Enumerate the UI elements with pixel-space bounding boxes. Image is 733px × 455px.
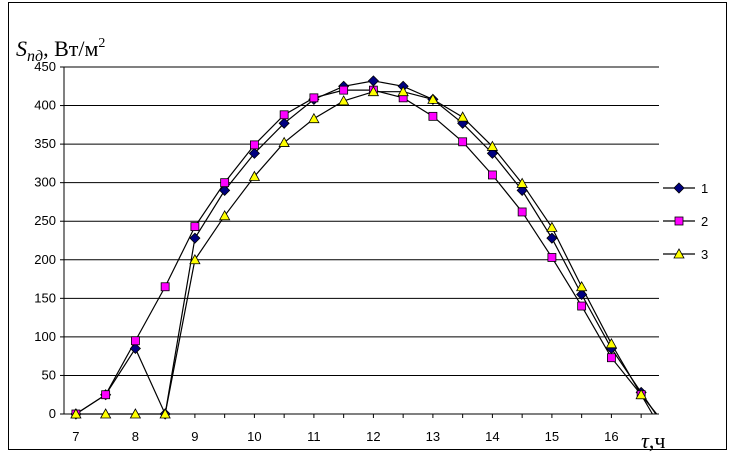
- series-3-point: [427, 93, 439, 104]
- legend: 1 2 3: [663, 181, 708, 262]
- legend-label-1: 1: [701, 181, 708, 196]
- series-3-point: [635, 388, 647, 400]
- series-1-point: [546, 232, 558, 244]
- series-2-point: [249, 140, 259, 150]
- series-1-point: [576, 288, 588, 301]
- x-tick-label-13: 13: [426, 429, 440, 444]
- x-tick-label-15: 15: [545, 429, 559, 444]
- y-axis-label: Sпд, Вт/м2: [16, 36, 105, 65]
- x-tick-label-9: 9: [191, 429, 198, 444]
- series-3-point: [546, 221, 558, 232]
- grid-lines: [64, 66, 659, 376]
- series-lines: [75, 80, 658, 417]
- legend-marker-3: [673, 248, 685, 259]
- series-markers: [70, 75, 647, 420]
- series-3-point: [218, 210, 231, 221]
- series-2-point: [190, 222, 200, 232]
- x-tick-label-16: 16: [604, 429, 618, 444]
- series-3-point: [99, 408, 112, 419]
- series-2-point: [547, 253, 557, 262]
- series-2-point: [130, 336, 140, 346]
- series-1-point: [278, 117, 290, 129]
- series-3-point: [189, 253, 201, 265]
- y-tick-label-100: 100: [34, 329, 56, 344]
- x-tick-label-12: 12: [366, 429, 380, 444]
- y-tick-label-50: 50: [42, 367, 56, 382]
- legend-label-2: 2: [701, 214, 708, 229]
- legend-label-3: 3: [701, 247, 708, 262]
- series-2-point: [101, 390, 111, 400]
- series-1-point: [129, 342, 141, 355]
- series-1-point: [248, 147, 260, 159]
- series-3-point: [129, 408, 142, 419]
- series-2-point: [577, 301, 587, 311]
- y-tick-label-350: 350: [34, 136, 56, 151]
- series-3-point: [575, 280, 588, 292]
- series-2-point: [428, 111, 438, 121]
- series-line-3: [75, 91, 653, 415]
- legend-marker-2: [674, 216, 684, 226]
- x-tick-labels: 7 8 9 10 11 12 13 14 15 16: [72, 429, 618, 444]
- series-2-point: [607, 353, 616, 363]
- series-3-point: [516, 177, 528, 188]
- series-2-point: [487, 170, 497, 180]
- y-tick-label-200: 200: [34, 252, 56, 267]
- series-3-point: [308, 112, 320, 124]
- series-2-point: [160, 282, 170, 292]
- series-3-point: [248, 170, 261, 181]
- y-tick-label-250: 250: [34, 213, 56, 228]
- y-tick-label-400: 400: [34, 98, 56, 113]
- series-3-point: [456, 111, 469, 122]
- series-2-point: [220, 178, 230, 188]
- series-2-point: [517, 207, 527, 217]
- chart-frame: [8, 2, 727, 450]
- series-3-point: [278, 136, 290, 147]
- series-1-point: [367, 75, 379, 87]
- series-1-point: [219, 184, 231, 196]
- y-tick-label-0: 0: [49, 406, 56, 421]
- x-tick-label-7: 7: [72, 429, 79, 444]
- x-axis-label: τ,ч: [641, 428, 665, 453]
- series-line-2: [75, 89, 658, 415]
- y-tick-labels: 0 50 100 150 200 250 300 350 400 450: [34, 59, 56, 421]
- series-3-point: [337, 95, 350, 106]
- series-1-point: [486, 147, 498, 159]
- axes: [60, 66, 659, 418]
- series-2-point: [339, 85, 349, 95]
- y-tick-label-450: 450: [34, 59, 56, 74]
- x-tick-label-8: 8: [132, 429, 139, 444]
- y-tick-label-300: 300: [34, 175, 56, 190]
- series-2-point: [279, 110, 289, 120]
- series-3-point: [605, 338, 618, 349]
- x-tick-label-10: 10: [247, 429, 261, 444]
- y-tick-label-150: 150: [34, 290, 56, 305]
- series-3-point: [159, 408, 171, 419]
- series-3-point: [397, 85, 409, 97]
- series-1-point: [516, 184, 528, 196]
- series-2-point: [458, 137, 468, 147]
- series-1-point: [189, 232, 201, 244]
- series-2-point: [309, 93, 319, 103]
- legend-marker-1: [673, 182, 685, 194]
- series-3-point: [486, 140, 499, 151]
- series-3-point: [367, 85, 380, 97]
- x-tick-label-11: 11: [307, 429, 321, 444]
- series-3-point: [70, 408, 82, 419]
- x-tick-label-14: 14: [485, 429, 499, 444]
- series-line-1: [75, 80, 657, 417]
